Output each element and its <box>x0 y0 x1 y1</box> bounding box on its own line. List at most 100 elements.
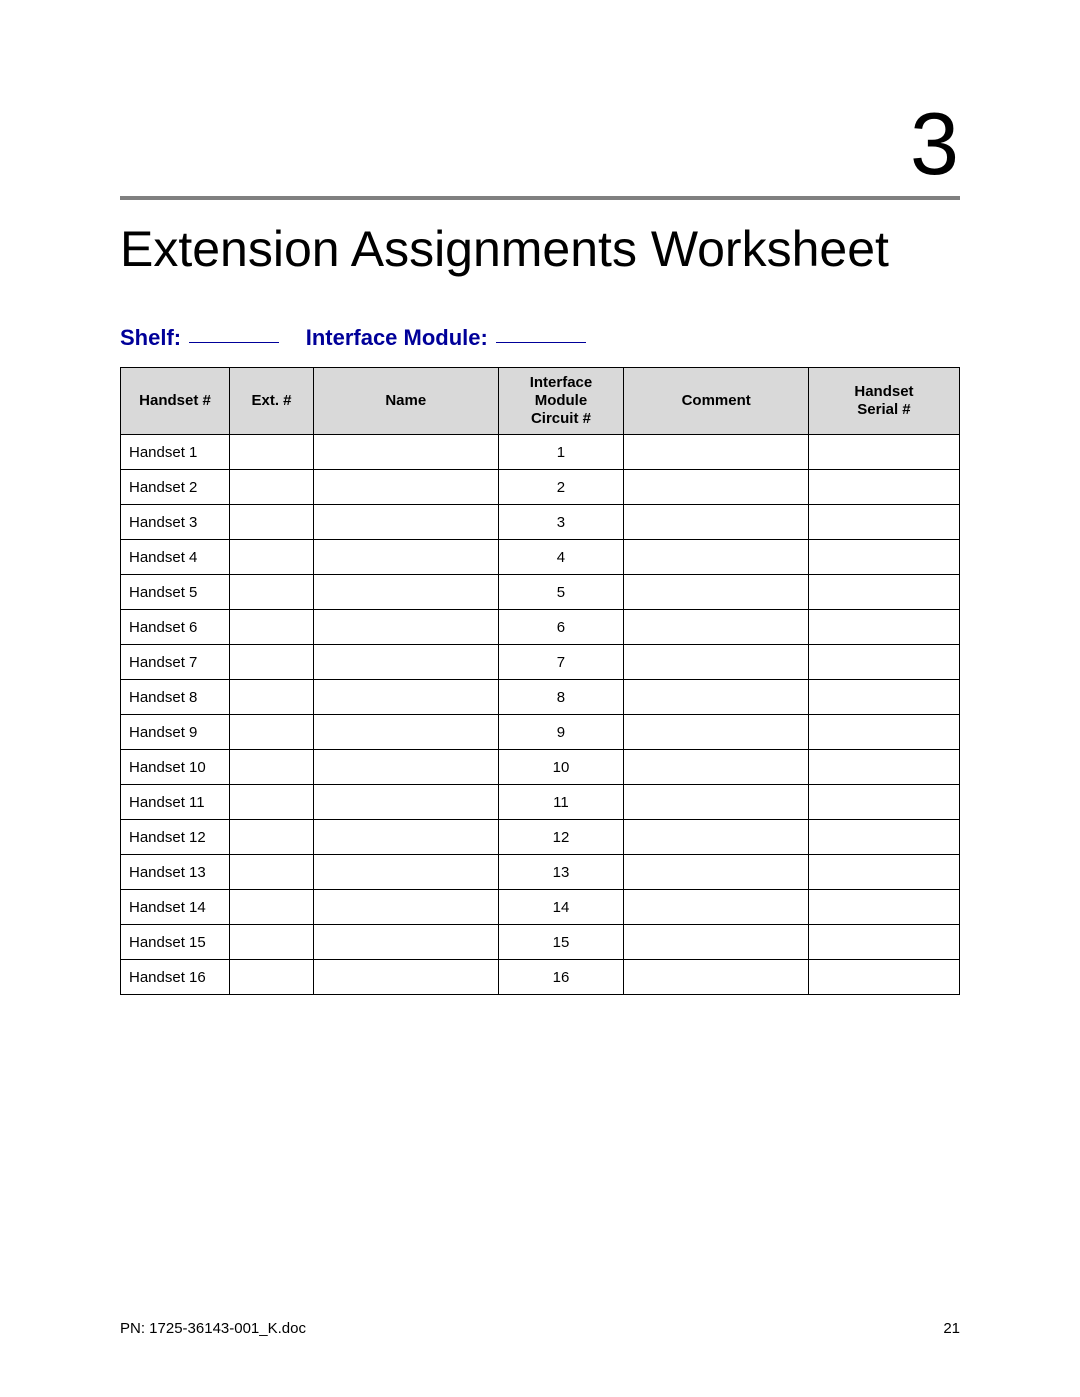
cell-circuit: 16 <box>498 960 624 995</box>
cell-name[interactable] <box>313 785 498 820</box>
table-row: Handset 66 <box>121 610 960 645</box>
shelf-label: Shelf: <box>120 325 181 350</box>
cell-ext_num[interactable] <box>230 470 314 505</box>
cell-name[interactable] <box>313 890 498 925</box>
cell-circuit: 1 <box>498 435 624 470</box>
cell-name[interactable] <box>313 645 498 680</box>
cell-ext_num[interactable] <box>230 925 314 960</box>
cell-name[interactable] <box>313 925 498 960</box>
cell-comment[interactable] <box>624 470 809 505</box>
table-row: Handset 5 5 <box>121 575 960 610</box>
assignments-table: Handset # Ext. # Name InterfaceModuleCir… <box>120 367 960 995</box>
cell-ext_num[interactable] <box>230 890 314 925</box>
cell-name[interactable] <box>313 960 498 995</box>
cell-ext_num[interactable] <box>230 540 314 575</box>
shelf-blank[interactable] <box>189 342 279 343</box>
cell-serial[interactable] <box>808 470 959 505</box>
table-body: Handset 11Handset 22Handset 33Handset 44… <box>121 435 960 995</box>
cell-serial[interactable] <box>808 645 959 680</box>
cell-name[interactable] <box>313 855 498 890</box>
cell-name[interactable] <box>313 470 498 505</box>
cell-comment[interactable] <box>624 610 809 645</box>
table-row: Handset 88 <box>121 680 960 715</box>
cell-serial[interactable] <box>808 575 959 610</box>
cell-ext_num[interactable] <box>230 820 314 855</box>
cell-serial[interactable] <box>808 820 959 855</box>
cell-comment[interactable] <box>624 820 809 855</box>
page-title: Extension Assignments Worksheet <box>120 222 960 277</box>
cell-name[interactable] <box>313 540 498 575</box>
table-row: Handset 13 13 <box>121 855 960 890</box>
cell-serial[interactable] <box>808 435 959 470</box>
col-ext-num: Ext. # <box>230 368 314 435</box>
cell-serial[interactable] <box>808 785 959 820</box>
table-row: Handset 2 2 <box>121 470 960 505</box>
cell-ext_num[interactable] <box>230 785 314 820</box>
cell-ext_num[interactable] <box>230 960 314 995</box>
cell-comment[interactable] <box>624 715 809 750</box>
cell-ext_num[interactable] <box>230 435 314 470</box>
cell-comment[interactable] <box>624 645 809 680</box>
cell-ext_num[interactable] <box>230 645 314 680</box>
cell-name[interactable] <box>313 505 498 540</box>
doc-id: PN: 1725-36143-001_K.doc <box>120 1320 306 1337</box>
cell-comment[interactable] <box>624 855 809 890</box>
cell-handset_num: Handset 5 <box>121 575 230 610</box>
cell-name[interactable] <box>313 575 498 610</box>
cell-ext_num[interactable] <box>230 575 314 610</box>
cell-comment[interactable] <box>624 785 809 820</box>
cell-serial[interactable] <box>808 715 959 750</box>
cell-handset_num: Handset 7 <box>121 645 230 680</box>
cell-serial[interactable] <box>808 960 959 995</box>
cell-comment[interactable] <box>624 890 809 925</box>
cell-circuit: 14 <box>498 890 624 925</box>
cell-handset_num: Handset 4 <box>121 540 230 575</box>
cell-serial[interactable] <box>808 855 959 890</box>
cell-circuit: 5 <box>498 575 624 610</box>
cell-name[interactable] <box>313 680 498 715</box>
cell-handset_num: Handset 13 <box>121 855 230 890</box>
cell-ext_num[interactable] <box>230 505 314 540</box>
cell-comment[interactable] <box>624 505 809 540</box>
cell-comment[interactable] <box>624 750 809 785</box>
cell-serial[interactable] <box>808 680 959 715</box>
cell-name[interactable] <box>313 435 498 470</box>
cell-ext_num[interactable] <box>230 855 314 890</box>
cell-serial[interactable] <box>808 925 959 960</box>
cell-serial[interactable] <box>808 505 959 540</box>
cell-serial[interactable] <box>808 750 959 785</box>
cell-circuit: 4 <box>498 540 624 575</box>
cell-circuit: 2 <box>498 470 624 505</box>
cell-comment[interactable] <box>624 925 809 960</box>
cell-name[interactable] <box>313 750 498 785</box>
cell-comment[interactable] <box>624 435 809 470</box>
cell-handset_num: Handset 11 <box>121 785 230 820</box>
interface-module-blank[interactable] <box>496 342 586 343</box>
table-row: Handset 1111 <box>121 785 960 820</box>
cell-ext_num[interactable] <box>230 680 314 715</box>
col-name: Name <box>313 368 498 435</box>
cell-serial[interactable] <box>808 610 959 645</box>
cell-handset_num: Handset 2 <box>121 470 230 505</box>
cell-serial[interactable] <box>808 540 959 575</box>
cell-comment[interactable] <box>624 680 809 715</box>
col-comment: Comment <box>624 368 809 435</box>
cell-comment[interactable] <box>624 540 809 575</box>
cell-comment[interactable] <box>624 575 809 610</box>
cell-ext_num[interactable] <box>230 715 314 750</box>
cell-name[interactable] <box>313 820 498 855</box>
cell-ext_num[interactable] <box>230 610 314 645</box>
cell-ext_num[interactable] <box>230 750 314 785</box>
cell-handset_num: Handset 9 <box>121 715 230 750</box>
cell-handset_num: Handset 3 <box>121 505 230 540</box>
cell-name[interactable] <box>313 715 498 750</box>
cell-circuit: 10 <box>498 750 624 785</box>
cell-comment[interactable] <box>624 960 809 995</box>
cell-circuit: 13 <box>498 855 624 890</box>
cell-serial[interactable] <box>808 890 959 925</box>
cell-handset_num: Handset 16 <box>121 960 230 995</box>
col-serial: HandsetSerial # <box>808 368 959 435</box>
cell-handset_num: Handset 15 <box>121 925 230 960</box>
cell-handset_num: Handset 10 <box>121 750 230 785</box>
cell-name[interactable] <box>313 610 498 645</box>
